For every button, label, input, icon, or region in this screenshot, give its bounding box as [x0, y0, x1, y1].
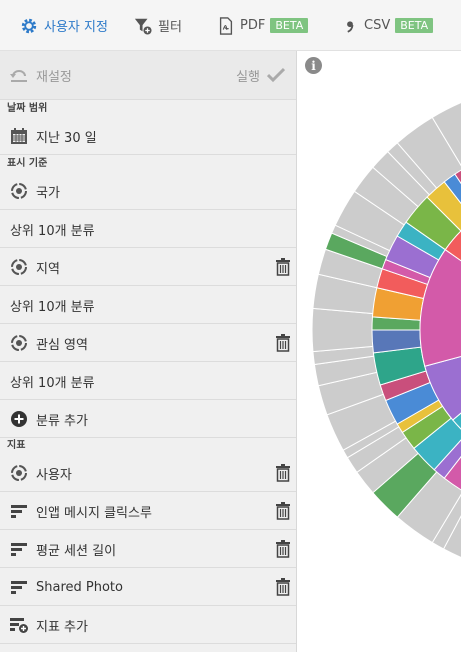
pdf-export-button[interactable]: PDF BETA: [218, 0, 309, 51]
plus-circle-icon: [9, 409, 29, 429]
breakdown-item-country[interactable]: 국가: [0, 173, 296, 210]
sunburst-chart[interactable]: [297, 51, 461, 652]
date-range-value: 지난 30 일: [36, 130, 97, 146]
metric-item-shared-photo[interactable]: Shared Photo: [0, 569, 296, 606]
middle-segment[interactable]: [454, 160, 461, 214]
breakdown-top-label: 상위 10개 분류: [10, 223, 95, 239]
breakdown-top-selector[interactable]: 상위 10개 분류: [0, 211, 296, 248]
trash-icon[interactable]: [276, 502, 290, 520]
middle-segment[interactable]: [443, 440, 461, 491]
csv-beta-badge: BETA: [395, 18, 434, 33]
middle-segment[interactable]: [433, 434, 461, 479]
metric-bars-icon: [9, 501, 29, 521]
trash-icon[interactable]: [276, 464, 290, 482]
date-range-header: 날짜 범위: [7, 103, 48, 114]
breakdown-top-label: 상위 10개 분류: [10, 375, 95, 391]
breakdown-item-region[interactable]: 지역: [0, 249, 296, 286]
add-breakdown-label: 분류 추가: [36, 413, 88, 429]
filter-label: 필터: [158, 20, 182, 35]
metric-item-users[interactable]: 사용자: [0, 455, 296, 492]
outer-segment[interactable]: [431, 102, 461, 189]
middle-segment[interactable]: [426, 181, 461, 232]
breakdown-item-interest[interactable]: 관심 영역: [0, 325, 296, 362]
dimension-icon: [9, 181, 29, 201]
add-breakdown-button[interactable]: 분류 추가: [0, 401, 296, 438]
breakdown-header: 표시 기준: [7, 158, 48, 169]
csv-file-icon: [347, 20, 354, 33]
trash-icon[interactable]: [276, 540, 290, 558]
add-metric-label: 지표 추가: [36, 619, 88, 635]
outer-segment[interactable]: [442, 476, 461, 559]
gear-icon: [21, 18, 37, 33]
run-button[interactable]: 실행: [236, 69, 260, 85]
metric-bars-icon: [9, 539, 29, 559]
metric-label: 평균 세션 길이: [36, 543, 117, 559]
metric-item-inapp-clickthrough[interactable]: 인앱 메시지 클릭스루: [0, 493, 296, 530]
settings-panel: 재설정 실행 날짜 범위 지난 30 일 표시 기준 국가 상위 10개 분류 …: [0, 51, 297, 652]
customize-button[interactable]: 사용자 지정: [20, 0, 108, 51]
trash-icon[interactable]: [276, 258, 290, 276]
breakdown-top-label: 상위 10개 분류: [10, 299, 95, 315]
metric-item-avg-session[interactable]: 평균 세션 길이: [0, 531, 296, 568]
trash-icon[interactable]: [276, 578, 290, 596]
breakdown-label: 지역: [36, 261, 60, 277]
info-icon[interactable]: i: [305, 57, 322, 74]
metric-label: 인앱 메시지 클릭스루: [36, 505, 152, 521]
filter-button[interactable]: 필터: [134, 0, 182, 51]
pdf-beta-badge: BETA: [270, 18, 309, 33]
metric-label: Shared Photo: [36, 579, 123, 595]
outer-segment[interactable]: [431, 471, 461, 550]
add-metric-button[interactable]: 지표 추가: [0, 607, 296, 644]
dimension-icon: [9, 333, 29, 353]
metric-label: 사용자: [36, 467, 72, 483]
filter-add-icon: [134, 18, 152, 35]
calendar-icon: [9, 126, 29, 146]
sunburst-chart-area: [297, 51, 461, 652]
reset-icon[interactable]: [9, 65, 29, 85]
checkmark-icon[interactable]: [267, 67, 285, 83]
breakdown-label: 국가: [36, 185, 60, 201]
dimension-icon: [9, 257, 29, 277]
breakdown-top-selector[interactable]: 상위 10개 분류: [0, 363, 296, 400]
trash-icon[interactable]: [276, 334, 290, 352]
breakdown-label: 관심 영역: [36, 337, 88, 353]
metrics-header: 지표: [7, 440, 26, 451]
reset-run-row: 재설정 실행: [0, 51, 296, 100]
date-range-selector[interactable]: 지난 30 일: [0, 118, 296, 155]
inner-segment[interactable]: [444, 209, 461, 276]
pdf-label: PDF: [240, 18, 266, 33]
info-symbol: i: [311, 58, 316, 73]
csv-label: CSV: [364, 18, 391, 33]
add-metric-icon: [9, 615, 29, 635]
metric-bars-icon: [9, 577, 29, 597]
pdf-file-icon: [219, 16, 233, 35]
breakdown-top-selector[interactable]: 상위 10개 분류: [0, 287, 296, 324]
csv-export-button[interactable]: CSV BETA: [342, 0, 434, 51]
dimension-icon: [9, 463, 29, 483]
reset-button[interactable]: 재설정: [36, 69, 72, 85]
customize-label: 사용자 지정: [44, 20, 108, 35]
middle-segment[interactable]: [443, 173, 461, 220]
toolbar: 사용자 지정 필터 PDF BETA CSV BETA: [0, 0, 461, 51]
